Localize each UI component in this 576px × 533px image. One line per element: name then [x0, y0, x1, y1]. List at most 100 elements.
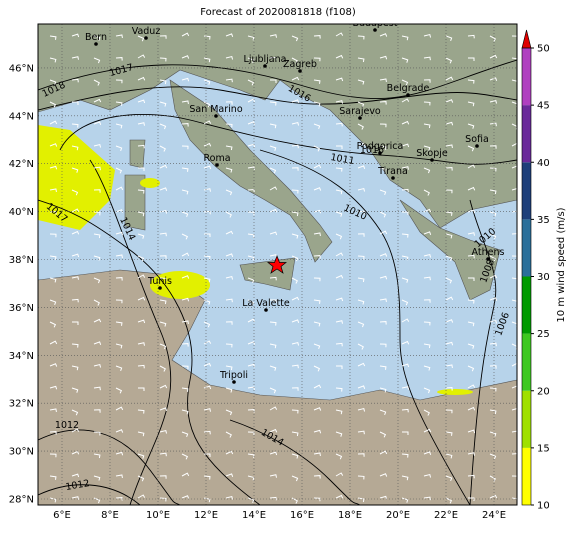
wind-barb — [467, 343, 475, 349]
wind-barb — [357, 343, 364, 350]
wind-barb — [379, 167, 387, 173]
city-dot — [144, 36, 148, 40]
wind-barb — [511, 188, 517, 191]
longitude-label: 8°E — [101, 510, 119, 521]
latitude-label: 40°N — [9, 207, 34, 218]
wind-barb — [467, 254, 475, 259]
wind-barb — [247, 318, 256, 323]
latitude-label: 34°N — [9, 351, 34, 362]
wind-barb — [291, 144, 299, 149]
wind-barb — [468, 497, 475, 501]
wind-barb — [423, 167, 431, 174]
wind-barb — [247, 57, 255, 64]
wind-barb — [357, 165, 366, 169]
wind-barb — [467, 321, 475, 327]
colorbar-extension — [521, 29, 532, 49]
wind-barb — [269, 167, 277, 174]
wind-barb — [291, 364, 299, 369]
wind-barb — [181, 55, 190, 59]
city-dot — [430, 158, 434, 162]
wind-barb — [225, 473, 234, 477]
wind-barb — [181, 123, 189, 127]
wind-barb — [335, 167, 343, 172]
wind-barb — [159, 187, 168, 191]
wind-barb — [489, 122, 497, 127]
wind-barb — [423, 409, 430, 416]
wind-barb — [247, 497, 255, 504]
wind-barb — [335, 409, 343, 415]
graticule — [38, 24, 517, 505]
wind-barb — [423, 123, 431, 129]
wind-barb — [225, 275, 234, 280]
wind-barb — [445, 319, 454, 323]
wind-barb — [467, 34, 475, 39]
wind-barb — [467, 123, 475, 129]
wind-barb — [401, 497, 409, 503]
wind-barb — [71, 78, 79, 83]
latitude-label: 28°N — [9, 495, 34, 506]
wind-barb — [93, 318, 102, 323]
wind-barb — [357, 385, 366, 389]
wind-barb — [401, 363, 410, 368]
wind-barb — [401, 233, 409, 238]
wind-barb — [468, 57, 475, 61]
wind-barb — [181, 233, 189, 240]
wind-barb — [225, 298, 233, 303]
wind-barb — [93, 409, 101, 413]
city-dot — [264, 308, 268, 312]
wind-barb — [225, 365, 233, 371]
wind-barb — [203, 362, 212, 367]
city-label: Athens — [472, 247, 505, 258]
wind-barb — [357, 123, 364, 130]
wind-barb — [93, 299, 100, 306]
wind-barb — [247, 255, 255, 261]
wind-barb — [115, 429, 124, 433]
wind-barb — [489, 475, 496, 482]
city-dot — [215, 163, 219, 167]
wind-barb — [225, 253, 234, 257]
longitude-label: 10°E — [146, 510, 170, 521]
colorbar-tick-label: 40 — [537, 158, 550, 169]
wind-barb — [159, 429, 168, 434]
wind-barb — [402, 211, 409, 215]
city-label: Budapest — [353, 18, 398, 29]
wind-barb — [467, 101, 475, 107]
wind-barb — [71, 189, 79, 196]
wind-barb — [379, 473, 388, 477]
wind-barb — [93, 431, 101, 436]
wind-barb — [423, 299, 431, 303]
wind-barb — [71, 496, 79, 500]
colorbar-tick-label: 25 — [537, 329, 550, 340]
wind-barb — [247, 211, 255, 216]
wind-barb — [489, 145, 497, 149]
map-frame — [37, 23, 518, 506]
city-dot — [373, 28, 377, 32]
wind-barb — [313, 79, 321, 84]
wind-barb — [49, 453, 57, 458]
wind-barb — [49, 120, 58, 125]
wind-barb — [489, 342, 497, 347]
city-dot — [358, 116, 362, 120]
wind-barb — [401, 475, 409, 481]
wind-barb — [137, 431, 145, 437]
wind-barb — [181, 495, 190, 499]
wind-barb — [269, 276, 277, 281]
wind-barb — [291, 431, 299, 437]
wind-barb — [468, 277, 475, 281]
wind-barb — [379, 55, 388, 60]
wind-barb — [511, 57, 517, 60]
wind-barb — [489, 297, 498, 301]
wind-barb — [49, 188, 57, 192]
wind-barb — [137, 494, 146, 499]
wind-barb — [115, 186, 124, 191]
wind-barb — [247, 363, 256, 368]
wind-barb — [137, 189, 145, 194]
wind-barb — [335, 472, 344, 477]
wind-barb — [423, 496, 431, 501]
wind-barb — [445, 167, 453, 171]
latitude-label: 32°N — [9, 399, 34, 410]
wind-barb — [181, 409, 189, 415]
wind-barb — [335, 233, 343, 240]
wind-barb — [159, 101, 167, 107]
wind-barb — [423, 473, 432, 478]
